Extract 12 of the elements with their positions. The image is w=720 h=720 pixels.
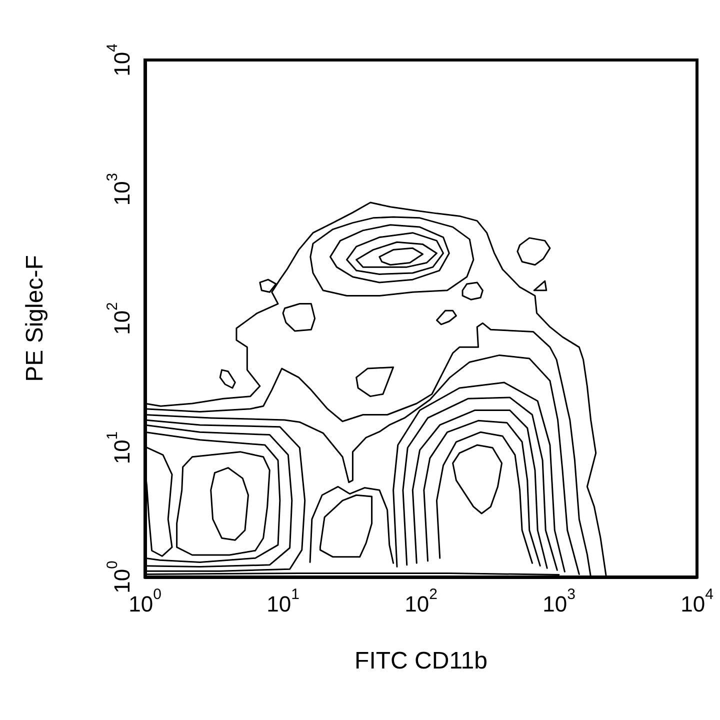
line-series bbox=[462, 282, 484, 300]
x-axis-title: FITC CD11b bbox=[354, 648, 488, 674]
y-tick-label: 100 bbox=[104, 560, 134, 594]
line-series bbox=[436, 310, 457, 326]
line-series bbox=[259, 278, 277, 293]
y-tick-label: 102 bbox=[104, 302, 134, 335]
y-tick-label: 101 bbox=[104, 431, 134, 464]
y-tick-label: 104 bbox=[104, 44, 134, 76]
line-series bbox=[219, 369, 236, 389]
line-series bbox=[282, 303, 316, 332]
y-axis-title: PE Siglec-F bbox=[22, 255, 48, 382]
y-tick-label: 103 bbox=[104, 172, 134, 206]
